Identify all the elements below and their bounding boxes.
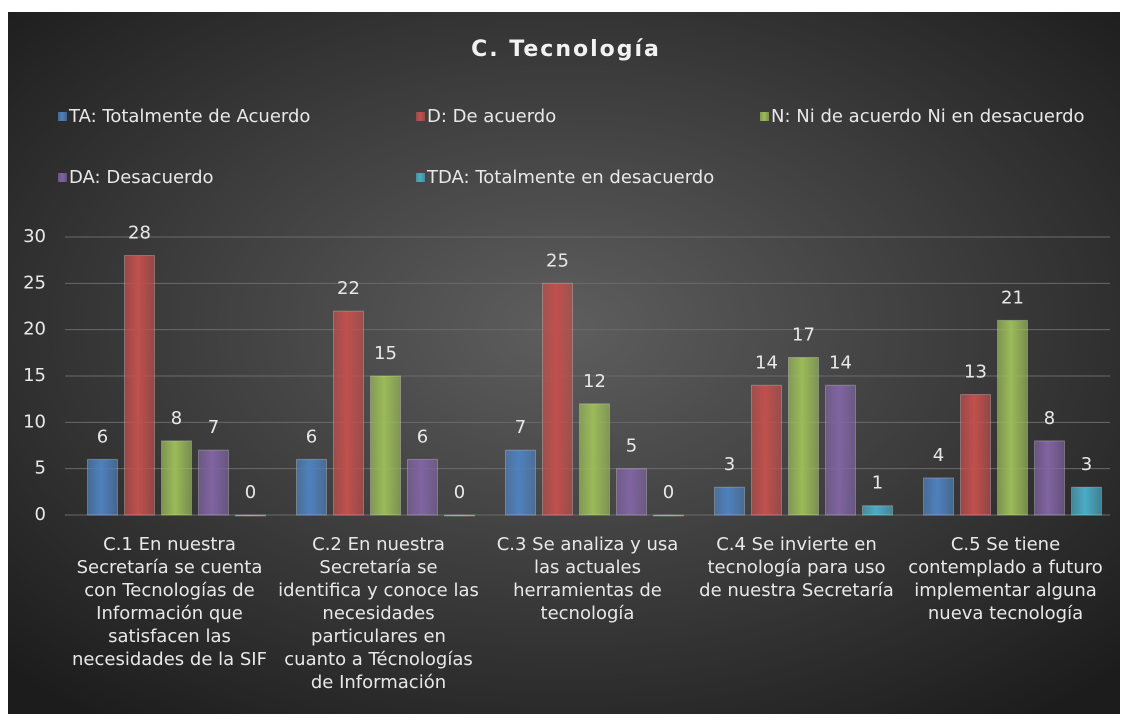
x-tick-label: con Tecnologías de xyxy=(84,580,254,601)
bar xyxy=(87,458,118,516)
bar xyxy=(407,458,438,516)
bar xyxy=(1034,440,1065,516)
y-tick-label: 20 xyxy=(23,319,46,340)
x-tick-label: necesidades xyxy=(322,603,434,624)
x-tick-label: satisfacen las xyxy=(108,626,231,647)
data-label: 6 xyxy=(417,426,428,447)
data-label: 0 xyxy=(454,482,465,503)
legend-swatch xyxy=(58,173,67,182)
x-tick-label: C.2 En nuestra xyxy=(312,534,445,555)
data-label: 6 xyxy=(97,426,108,447)
x-tick-label: cuanto a Técnologías xyxy=(284,649,472,670)
data-label: 14 xyxy=(755,352,778,373)
x-tick-label: herramientas de xyxy=(513,580,662,601)
bar xyxy=(788,356,819,516)
bar xyxy=(923,477,954,516)
bar xyxy=(161,440,192,516)
x-tick-label: tecnología para uso xyxy=(707,557,885,578)
bar xyxy=(444,514,475,517)
legend-label: D: De acuerdo xyxy=(427,106,556,127)
bar xyxy=(505,449,536,516)
data-label: 25 xyxy=(546,250,569,271)
x-tick-label: C.1 En nuestra xyxy=(103,534,236,555)
bar xyxy=(653,514,684,517)
data-label: 0 xyxy=(245,482,256,503)
y-tick-label: 10 xyxy=(23,411,46,432)
x-tick-label: implementar alguna xyxy=(914,580,1097,601)
legend-label: DA: Desacuerdo xyxy=(69,167,214,188)
data-label: 7 xyxy=(208,417,219,438)
x-tick-label: tecnología xyxy=(541,603,635,624)
data-label: 12 xyxy=(583,371,606,392)
data-label: 8 xyxy=(171,408,182,429)
bar xyxy=(579,403,610,516)
bar xyxy=(235,514,266,517)
data-label: 7 xyxy=(515,417,526,438)
data-label: 4 xyxy=(933,445,944,466)
data-label: 3 xyxy=(1081,454,1092,475)
x-tick-label: nueva tecnología xyxy=(928,603,1083,624)
bar xyxy=(825,384,856,516)
bar xyxy=(862,505,893,516)
x-tick-label: de Información xyxy=(311,672,446,693)
data-label: 1 xyxy=(872,473,883,494)
bar xyxy=(124,255,155,516)
data-label: 28 xyxy=(128,223,151,244)
bar xyxy=(960,394,991,516)
legend-swatch xyxy=(416,173,425,182)
bar xyxy=(542,282,573,516)
legend-swatch xyxy=(58,112,67,121)
bar xyxy=(751,384,782,516)
y-tick-label: 5 xyxy=(35,458,46,479)
data-label: 0 xyxy=(663,482,674,503)
x-tick-label: Información que xyxy=(96,603,243,624)
data-label: 6 xyxy=(306,426,317,447)
y-tick-label: 0 xyxy=(35,504,46,525)
y-tick-label: 15 xyxy=(23,365,46,386)
y-tick-label: 25 xyxy=(23,272,46,293)
bar xyxy=(997,319,1028,516)
data-label: 3 xyxy=(724,454,735,475)
data-label: 14 xyxy=(829,352,852,373)
x-tick-label: Secretaría se cuenta xyxy=(77,557,263,578)
data-label: 21 xyxy=(1001,287,1024,308)
x-tick-label: contemplado a futuro xyxy=(908,557,1103,578)
data-label: 17 xyxy=(792,324,815,345)
x-tick-label: Secretaría se xyxy=(319,557,437,578)
legend-swatch xyxy=(416,112,425,121)
chart-title: C. Tecnología xyxy=(471,37,661,62)
x-tick-label: particulares en xyxy=(311,626,446,647)
bar xyxy=(370,375,401,516)
x-tick-label: las actuales xyxy=(534,557,641,578)
legend-swatch xyxy=(760,112,769,121)
bar xyxy=(616,468,647,516)
data-label: 15 xyxy=(374,343,397,364)
x-tick-label: de nuestra Secretaría xyxy=(699,580,894,601)
data-label: 22 xyxy=(337,278,360,299)
data-label: 5 xyxy=(626,436,637,457)
bar xyxy=(714,486,745,516)
bar xyxy=(333,310,364,516)
bar xyxy=(1071,486,1102,516)
x-tick-label: necesidades de la SIF xyxy=(72,649,267,670)
bar xyxy=(198,449,229,516)
data-label: 8 xyxy=(1044,408,1055,429)
legend-label: TDA: Totalmente en desacuerdo xyxy=(426,167,714,188)
x-tick-label: C.4 Se invierte en xyxy=(716,534,877,555)
legend-label: N: Ni de acuerdo Ni en desacuerdo xyxy=(771,106,1085,127)
x-tick-label: C.3 Se analiza y usa xyxy=(497,534,679,555)
x-tick-label: identifica y conoce las xyxy=(278,580,479,601)
x-tick-label: C.5 Se tiene xyxy=(951,534,1060,555)
bar xyxy=(296,458,327,516)
data-label: 13 xyxy=(964,362,987,383)
legend-label: TA: Totalmente de Acuerdo xyxy=(68,106,310,127)
y-tick-label: 30 xyxy=(23,226,46,247)
